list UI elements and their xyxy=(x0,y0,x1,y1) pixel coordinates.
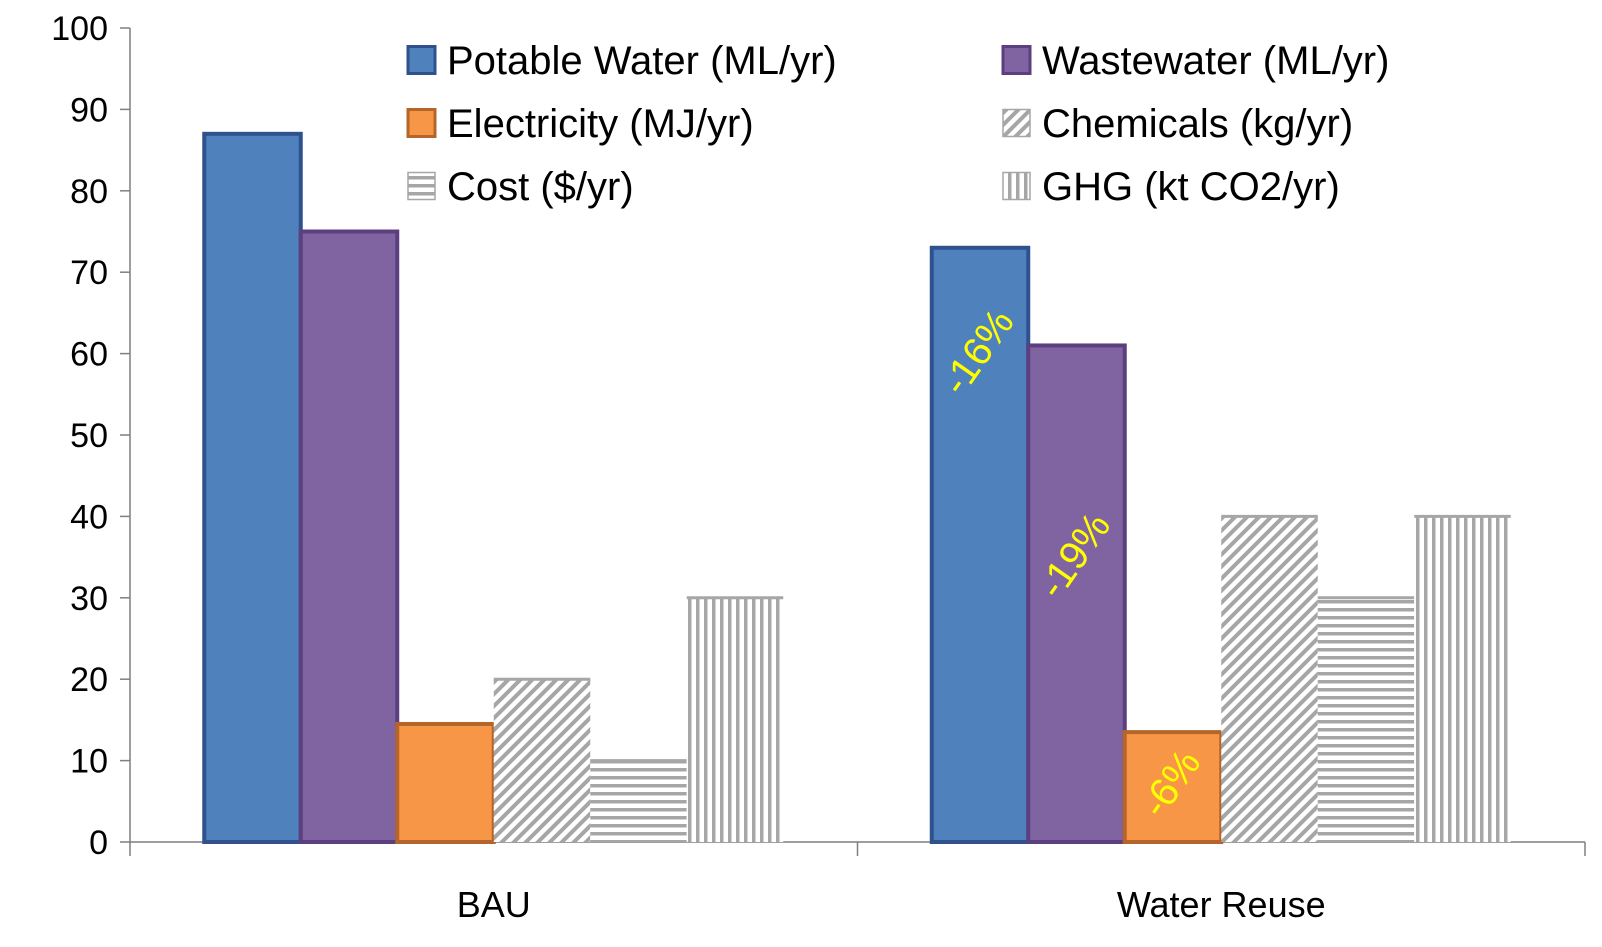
y-tick-label: 80 xyxy=(70,173,108,211)
legend-label: Potable Water (ML/yr) xyxy=(447,39,837,83)
legend-label: GHG (kt CO2/yr) xyxy=(1042,165,1340,209)
legend-item: Chemicals (kg/yr) xyxy=(1002,102,1353,146)
legend: Potable Water (ML/yr) Wastewater (ML/yr) E… xyxy=(406,39,1389,209)
y-tick-label: 20 xyxy=(70,661,108,699)
legend-swatch xyxy=(406,108,437,138)
legend-item: Potable Water (ML/yr) xyxy=(406,39,837,83)
y-tick-label: 40 xyxy=(70,498,108,536)
y-tick-label: 60 xyxy=(70,336,108,374)
y-tick-label: 100 xyxy=(51,10,108,48)
bar xyxy=(1414,516,1511,842)
bar xyxy=(298,229,400,844)
legend-item: Wastewater (ML/yr) xyxy=(1001,39,1389,83)
legend-item: GHG (kt CO2/yr) xyxy=(1002,165,1340,209)
y-tick-label: 50 xyxy=(70,417,108,455)
legend-label: Electricity (MJ/yr) xyxy=(447,102,754,146)
bar xyxy=(1317,597,1415,842)
y-tick-label: 90 xyxy=(70,91,108,129)
y-tick-label: 0 xyxy=(89,824,108,862)
bar xyxy=(202,131,303,844)
legend-label: Wastewater (ML/yr) xyxy=(1042,39,1389,83)
bar xyxy=(395,721,496,844)
bar xyxy=(686,597,784,842)
legend-swatch xyxy=(406,45,437,75)
x-tick-label: Water Reuse xyxy=(1117,884,1326,925)
legend-swatch xyxy=(1002,171,1031,201)
legend-label: Cost ($/yr) xyxy=(447,165,634,209)
bars xyxy=(202,131,1511,844)
axes: 0 10 20 30 40 50 60 70 80 90 100 BAU Water Reuse xyxy=(51,10,1586,925)
legend-item: Cost ($/yr) xyxy=(407,165,634,209)
legend-item: Electricity (MJ/yr) xyxy=(406,102,754,146)
bar xyxy=(1122,730,1224,844)
bar xyxy=(1026,343,1127,844)
y-tick-label: 30 xyxy=(70,580,108,618)
y-tick-label: 10 xyxy=(70,743,108,781)
legend-swatch xyxy=(1001,45,1032,75)
legend-swatch xyxy=(1002,108,1031,138)
bar xyxy=(590,760,687,842)
x-tick-label: BAU xyxy=(457,884,531,925)
legend-swatch xyxy=(407,171,436,201)
y-tick-label: 70 xyxy=(70,254,108,292)
bar xyxy=(1221,516,1318,842)
bar xyxy=(493,679,591,842)
legend-label: Chemicals (kg/yr) xyxy=(1042,102,1353,146)
